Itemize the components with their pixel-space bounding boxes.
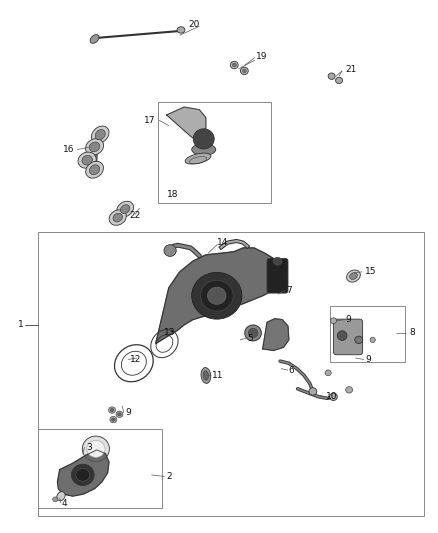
Ellipse shape — [85, 139, 103, 155]
Ellipse shape — [192, 272, 242, 319]
Text: 10: 10 — [326, 392, 337, 401]
Text: 9: 9 — [365, 355, 371, 364]
Ellipse shape — [201, 368, 211, 383]
Ellipse shape — [78, 152, 96, 168]
Ellipse shape — [110, 408, 114, 411]
Ellipse shape — [355, 336, 363, 344]
Text: 8: 8 — [409, 328, 415, 337]
Ellipse shape — [201, 280, 233, 311]
Ellipse shape — [118, 413, 121, 416]
Ellipse shape — [120, 205, 130, 214]
Text: 9: 9 — [346, 315, 351, 324]
Text: 16: 16 — [64, 145, 75, 154]
Text: 11: 11 — [212, 371, 224, 380]
Text: 20: 20 — [188, 20, 200, 29]
Ellipse shape — [330, 318, 336, 324]
Ellipse shape — [245, 325, 261, 341]
Ellipse shape — [337, 331, 347, 341]
Ellipse shape — [92, 126, 109, 143]
Ellipse shape — [329, 393, 337, 400]
Ellipse shape — [208, 287, 226, 304]
Ellipse shape — [328, 73, 335, 79]
Text: 1: 1 — [18, 320, 24, 329]
Polygon shape — [57, 450, 109, 496]
Text: 5: 5 — [247, 334, 253, 343]
Ellipse shape — [177, 27, 185, 33]
Ellipse shape — [109, 407, 116, 413]
Text: 19: 19 — [256, 52, 268, 61]
Text: 2: 2 — [166, 472, 172, 481]
Text: 7: 7 — [287, 286, 293, 295]
Bar — [158, 102, 272, 203]
Text: 15: 15 — [365, 268, 377, 276]
Ellipse shape — [112, 418, 115, 421]
Text: 21: 21 — [346, 66, 357, 74]
Ellipse shape — [273, 257, 282, 265]
Ellipse shape — [57, 491, 65, 500]
Ellipse shape — [164, 245, 176, 256]
Ellipse shape — [192, 144, 216, 156]
Text: 13: 13 — [164, 328, 176, 337]
Ellipse shape — [86, 161, 103, 178]
Ellipse shape — [82, 155, 92, 165]
FancyBboxPatch shape — [333, 319, 363, 355]
Ellipse shape — [350, 273, 357, 279]
Text: 18: 18 — [166, 190, 178, 199]
Text: 3: 3 — [86, 443, 92, 452]
Ellipse shape — [185, 153, 211, 164]
Ellipse shape — [109, 210, 126, 225]
Ellipse shape — [370, 337, 375, 343]
Ellipse shape — [309, 387, 317, 395]
Ellipse shape — [346, 270, 360, 282]
Ellipse shape — [248, 328, 258, 338]
Ellipse shape — [76, 469, 90, 481]
Ellipse shape — [53, 497, 58, 502]
Ellipse shape — [110, 416, 117, 423]
Text: 4: 4 — [62, 498, 67, 507]
Ellipse shape — [117, 201, 134, 217]
FancyBboxPatch shape — [267, 259, 288, 293]
Ellipse shape — [230, 61, 238, 69]
Ellipse shape — [89, 165, 100, 175]
Bar — [330, 306, 405, 362]
Ellipse shape — [203, 371, 208, 380]
Ellipse shape — [232, 63, 236, 67]
Polygon shape — [155, 248, 283, 344]
Ellipse shape — [113, 213, 123, 222]
Ellipse shape — [240, 67, 248, 75]
Text: 17: 17 — [144, 116, 155, 125]
Ellipse shape — [71, 464, 94, 486]
Ellipse shape — [116, 411, 123, 417]
Text: 6: 6 — [289, 366, 295, 375]
Polygon shape — [263, 319, 289, 351]
Ellipse shape — [95, 130, 105, 140]
Bar — [38, 429, 162, 508]
Ellipse shape — [90, 35, 99, 43]
Text: 9: 9 — [125, 408, 131, 417]
Text: 14: 14 — [217, 238, 228, 247]
Ellipse shape — [325, 370, 331, 376]
Ellipse shape — [82, 436, 110, 462]
Text: 22: 22 — [130, 212, 141, 221]
Ellipse shape — [346, 386, 353, 393]
Polygon shape — [166, 107, 206, 138]
Ellipse shape — [89, 142, 100, 152]
Ellipse shape — [87, 440, 105, 457]
Ellipse shape — [193, 129, 214, 149]
Bar — [38, 232, 424, 516]
Text: 12: 12 — [130, 355, 141, 364]
Ellipse shape — [242, 69, 246, 72]
Ellipse shape — [336, 77, 343, 84]
